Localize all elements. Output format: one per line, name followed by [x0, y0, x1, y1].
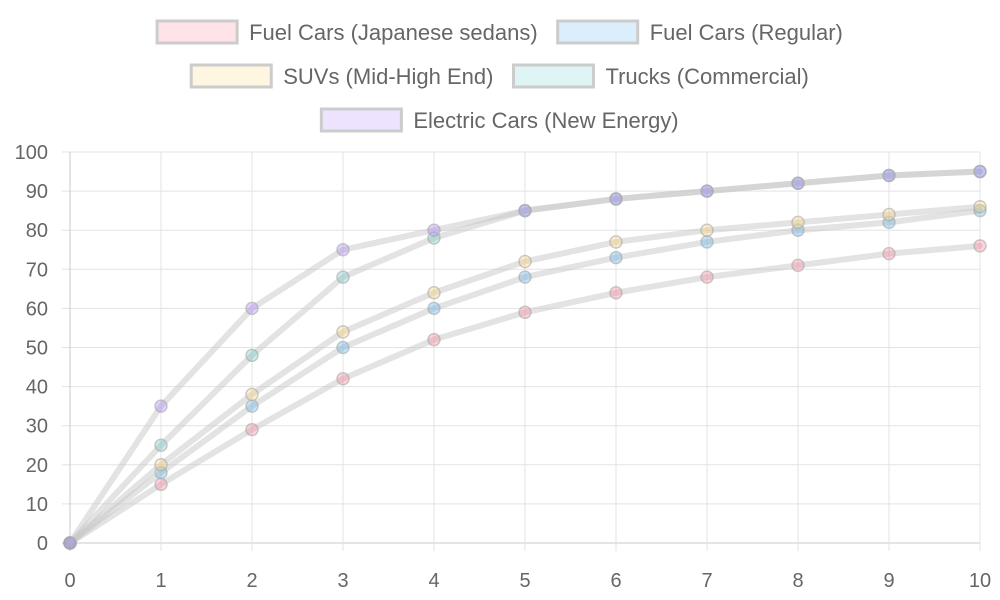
data-point [154, 458, 168, 472]
y-tick-label: 10 [26, 494, 48, 516]
data-point [427, 301, 441, 316]
data-point [518, 254, 532, 269]
series [63, 164, 987, 550]
data-point [154, 438, 168, 452]
data-point [700, 270, 714, 284]
data-point [973, 199, 987, 214]
legend-item[interactable]: Electric Cars (New Energy) [319, 107, 679, 133]
legend-swatch [189, 63, 273, 89]
data-point [336, 340, 350, 355]
legend-swatch [155, 19, 239, 45]
data-point [700, 235, 714, 249]
data-point [609, 286, 623, 300]
data-point [518, 305, 532, 320]
legend-swatch [319, 107, 403, 133]
x-tick-label: 9 [883, 570, 894, 592]
series-line [67, 207, 983, 546]
data-point [791, 215, 805, 230]
x-tick-label: 4 [428, 570, 439, 592]
data-point [245, 301, 259, 316]
y-tick-label: 0 [37, 533, 48, 555]
y-tick-label: 30 [26, 416, 48, 438]
data-point [245, 348, 259, 363]
data-point [427, 332, 441, 347]
data-point [609, 250, 623, 265]
x-tick-label: 0 [64, 570, 75, 592]
y-tick-label: 50 [26, 338, 48, 360]
y-tick-label: 80 [26, 220, 48, 242]
data-point [336, 372, 350, 386]
data-point [336, 243, 350, 257]
x-tick-label: 3 [337, 570, 348, 592]
x-tick-label: 7 [701, 570, 712, 592]
series-line [67, 242, 983, 546]
data-point [700, 184, 714, 198]
x-tick-label: 10 [969, 570, 991, 592]
series-line [67, 168, 983, 546]
x-tick-label: 1 [155, 570, 166, 592]
legend-item[interactable]: SUVs (Mid-High End) [189, 63, 493, 89]
x-tick-label: 2 [246, 570, 257, 592]
x-tick-label: 5 [519, 570, 530, 592]
x-tick-label: 6 [610, 570, 621, 592]
data-point [518, 203, 532, 218]
y-tick-label: 90 [26, 181, 48, 203]
series-layer [63, 164, 987, 550]
legend: Fuel Cars (Japanese sedans) Fuel Cars (Re… [155, 19, 843, 133]
data-point [427, 223, 441, 237]
legend-label: Fuel Cars (Regular) [650, 20, 843, 45]
x-tick-label: 8 [792, 570, 803, 592]
data-point [245, 422, 259, 437]
data-point [791, 176, 805, 191]
axes: 0 10 20 30 40 50 60 70 80 90 100 0 1 2 3 4 5 6 7 8 9 10 [15, 142, 992, 592]
data-point [882, 168, 896, 183]
data-point [154, 399, 168, 413]
data-point [973, 239, 987, 253]
data-point [336, 325, 350, 339]
legend-item[interactable]: Fuel Cars (Regular) [556, 19, 843, 45]
data-point [63, 536, 77, 550]
legend-swatch [511, 63, 595, 89]
legend-label: Fuel Cars (Japanese sedans) [249, 20, 538, 45]
data-point [791, 258, 805, 273]
legend-swatch [556, 19, 640, 45]
y-tick-label: 70 [26, 259, 48, 281]
data-point [609, 235, 623, 249]
data-point [245, 399, 259, 413]
y-tick-label: 20 [26, 455, 48, 477]
data-point [518, 270, 532, 284]
data-point [336, 270, 350, 284]
legend-label: Electric Cars (New Energy) [413, 108, 678, 133]
data-point [245, 387, 259, 402]
legend-item[interactable]: Fuel Cars (Japanese sedans) [155, 19, 538, 45]
legend-label: SUVs (Mid-High End) [283, 64, 493, 89]
series-line [67, 203, 983, 546]
y-tick-label: 40 [26, 377, 48, 399]
data-point [427, 286, 441, 300]
series [63, 199, 987, 550]
y-tick-label: 100 [15, 142, 48, 164]
data-point [609, 192, 623, 206]
data-point [882, 207, 896, 222]
legend-item[interactable]: Trucks (Commercial) [511, 63, 809, 89]
data-point [973, 164, 987, 179]
y-tick-label: 60 [26, 298, 48, 320]
data-point [154, 477, 168, 492]
data-point [882, 246, 896, 261]
legend-label: Trucks (Commercial) [605, 64, 808, 89]
data-point [700, 223, 714, 237]
